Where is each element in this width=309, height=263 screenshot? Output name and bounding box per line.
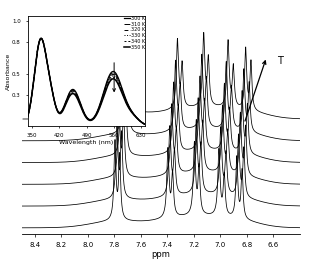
Legend: 300 K, 310 K, 320 K, 330 K, 340 K, 350 K: 300 K, 310 K, 320 K, 330 K, 340 K, 350 K: [122, 14, 147, 52]
X-axis label: ppm: ppm: [151, 250, 170, 259]
Text: T: T: [277, 56, 283, 66]
X-axis label: Wavelength (nm): Wavelength (nm): [59, 140, 114, 145]
Y-axis label: Absorbance: Absorbance: [6, 52, 11, 90]
